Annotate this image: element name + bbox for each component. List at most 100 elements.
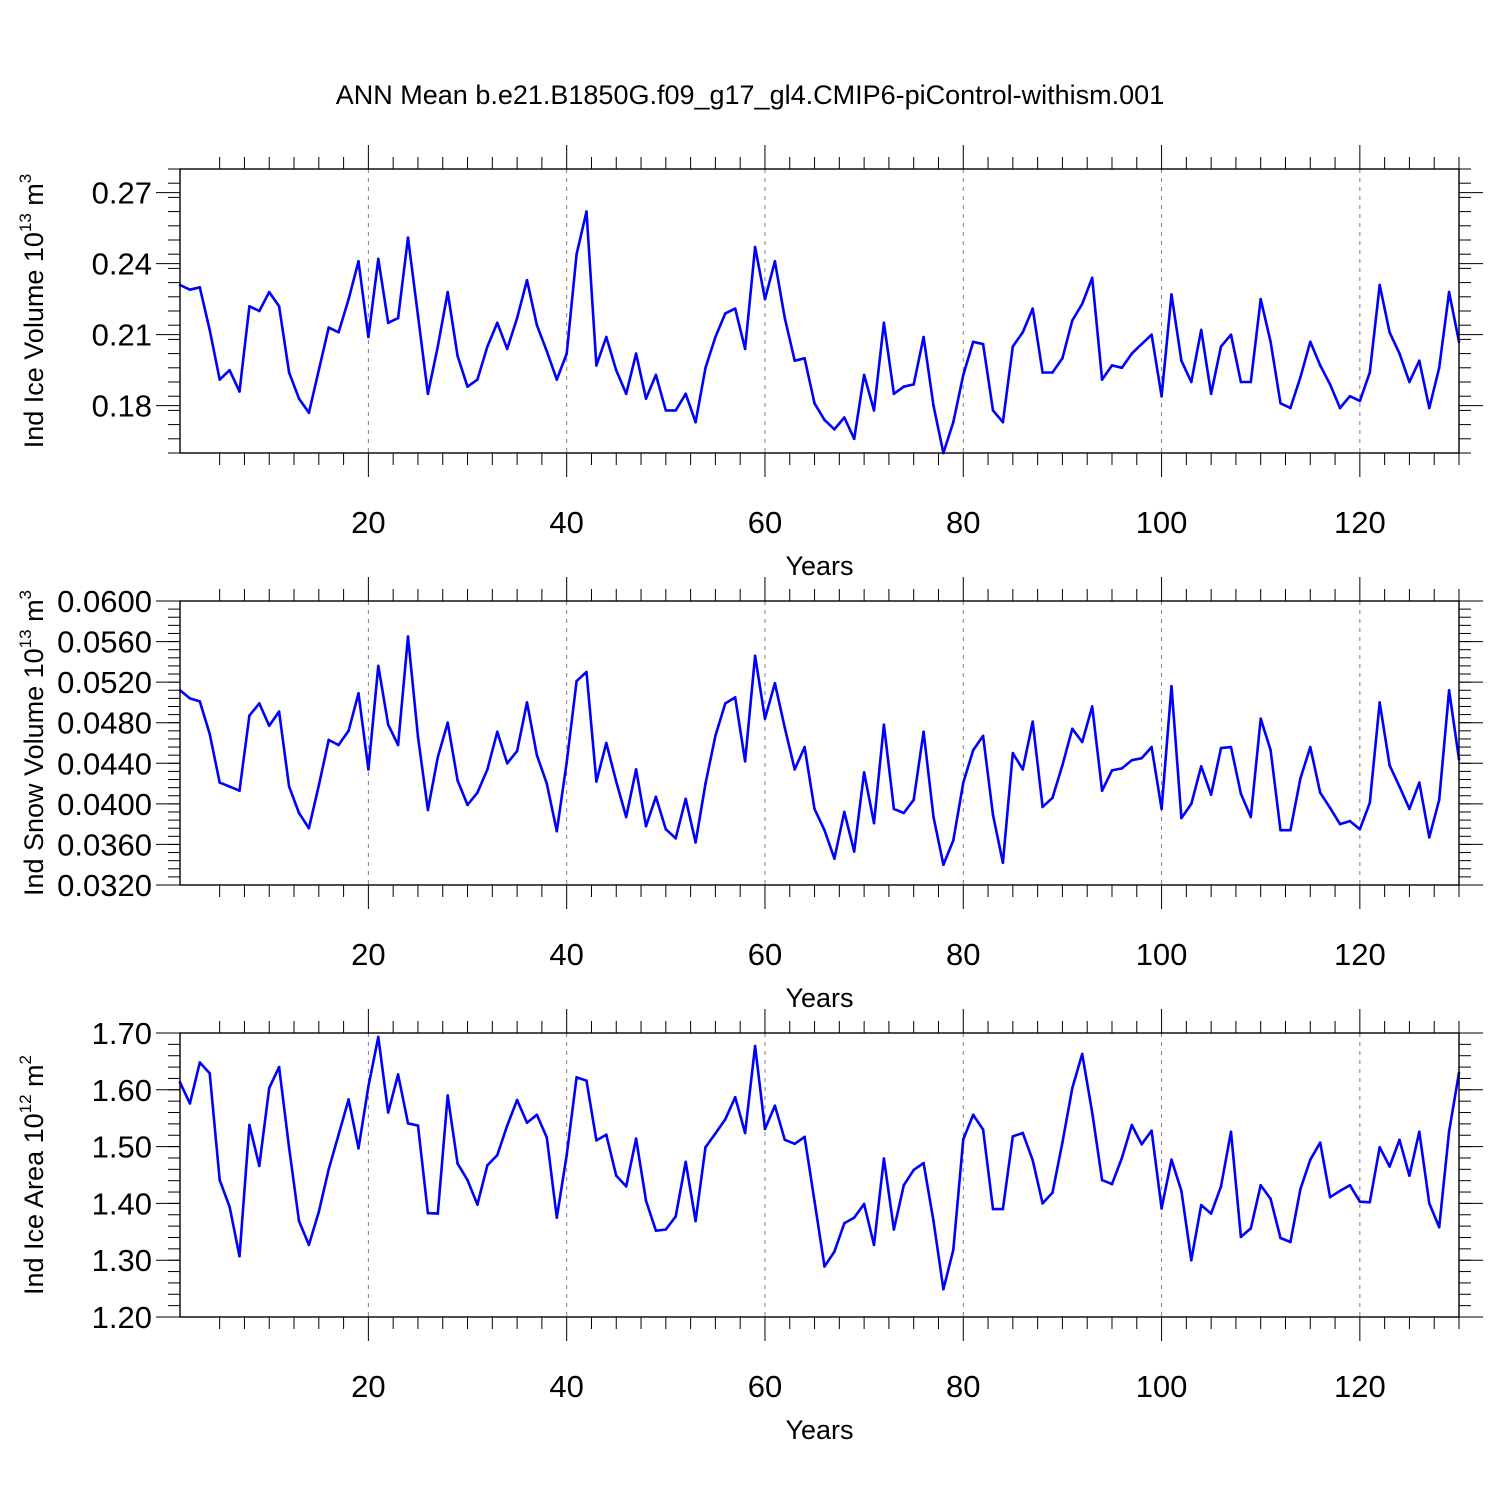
data-point (1199, 1203, 1203, 1207)
data-point (1110, 364, 1114, 367)
data-point (198, 286, 202, 289)
data-point (1328, 1195, 1332, 1199)
data-point (833, 428, 836, 431)
data-point (585, 1079, 588, 1083)
x-tick-label: 40 (549, 1369, 583, 1404)
data-point (724, 1118, 727, 1121)
data-point (1150, 745, 1153, 749)
data-point (495, 1153, 499, 1157)
data-point (505, 1124, 509, 1127)
data-point (912, 383, 915, 386)
data-point (912, 798, 915, 802)
data-point (644, 1199, 648, 1202)
data-point (1150, 333, 1153, 336)
data-point (1100, 378, 1104, 381)
data-point (258, 1164, 261, 1168)
data-point (1318, 364, 1322, 367)
plot-frame (179, 600, 1460, 886)
data-point (228, 368, 231, 372)
data-point (1180, 1189, 1183, 1193)
data-point (1100, 789, 1104, 792)
data-point (981, 734, 985, 738)
data-point (714, 335, 717, 339)
data-point (971, 748, 975, 752)
data-point (1001, 861, 1005, 864)
data-point (1001, 420, 1005, 424)
data-point (1249, 380, 1253, 384)
data-point (1209, 1212, 1213, 1215)
data-point (406, 635, 410, 638)
data-point (595, 1139, 598, 1142)
data-point (714, 1132, 717, 1135)
data-point (1219, 746, 1223, 750)
panel-snow-volume: 0.0320 0.0360 0.0400 0.0440 0.0480 0.0520 0.05… (16, 577, 1483, 1013)
data-point (1308, 340, 1312, 344)
x-tick-label: 120 (1334, 1369, 1386, 1404)
data-point (1269, 1197, 1272, 1201)
x-tick-label: 120 (1334, 937, 1386, 972)
data-point (1160, 394, 1163, 398)
data-point (1160, 807, 1163, 811)
data-point (456, 354, 459, 358)
data-point (535, 1113, 539, 1117)
data-point (327, 738, 331, 742)
data-point (1447, 688, 1451, 692)
data-point (833, 857, 836, 860)
data-point (1021, 331, 1025, 334)
data-point (1100, 1178, 1104, 1182)
data-point (535, 753, 539, 757)
data-point (753, 245, 757, 249)
data-point (694, 1219, 697, 1223)
data-point (1011, 1135, 1015, 1138)
y-tick-label: 0.0560 (57, 625, 152, 660)
data-point (1408, 1174, 1411, 1177)
data-point (1239, 1235, 1243, 1239)
y-tick-label: 0.0520 (57, 665, 152, 700)
data-point (922, 730, 925, 734)
data-point (862, 771, 866, 774)
data-point (932, 1219, 935, 1223)
data-point (634, 1137, 638, 1140)
y-tick-label: 0.0440 (57, 746, 152, 781)
data-point (952, 420, 955, 424)
data-point (892, 392, 896, 396)
x-axis-title: Years (785, 1415, 853, 1445)
data-point (515, 316, 519, 320)
data-point (1249, 815, 1253, 819)
data-point (1031, 1158, 1034, 1162)
plot-frame (179, 1032, 1460, 1318)
data-point (684, 1160, 687, 1164)
data-point (1289, 406, 1292, 410)
data-point (1021, 1131, 1025, 1135)
x-tick-label: 100 (1136, 937, 1188, 972)
data-point (704, 782, 707, 785)
chart-title: ANN Mean b.e21.B1850G.f09_g17_gl4.CMIP6-… (335, 80, 1165, 110)
data-point (238, 789, 241, 792)
data-point (386, 1111, 390, 1114)
panel-ice-area: 1.20 1.30 1.40 1.50 1.60 1.70 20 40 60 80 100 120 Ye… (16, 1009, 1483, 1445)
data-point (624, 1185, 628, 1188)
data-point (1408, 807, 1411, 811)
data-point (1388, 764, 1391, 767)
data-point (674, 837, 678, 840)
y-tick-label: 0.24 (92, 247, 152, 282)
data-point (654, 1229, 658, 1232)
data-point (1190, 1258, 1193, 1262)
data-point (495, 730, 499, 734)
data-point (585, 670, 588, 674)
data-point (1170, 1158, 1173, 1161)
data-point (1279, 828, 1282, 832)
data-point (238, 1254, 241, 1258)
y-tick-label: 0.0480 (57, 706, 152, 741)
data-point (634, 352, 638, 355)
data-point (1418, 781, 1421, 784)
data-point (208, 1072, 212, 1075)
series-line (178, 1035, 1461, 1291)
data-point (902, 1183, 906, 1187)
x-tick-label: 60 (748, 505, 782, 540)
data-point (1447, 1129, 1451, 1133)
data-point (317, 784, 321, 787)
data-point (733, 307, 737, 310)
data-point (952, 839, 955, 842)
data-point (704, 1145, 707, 1149)
